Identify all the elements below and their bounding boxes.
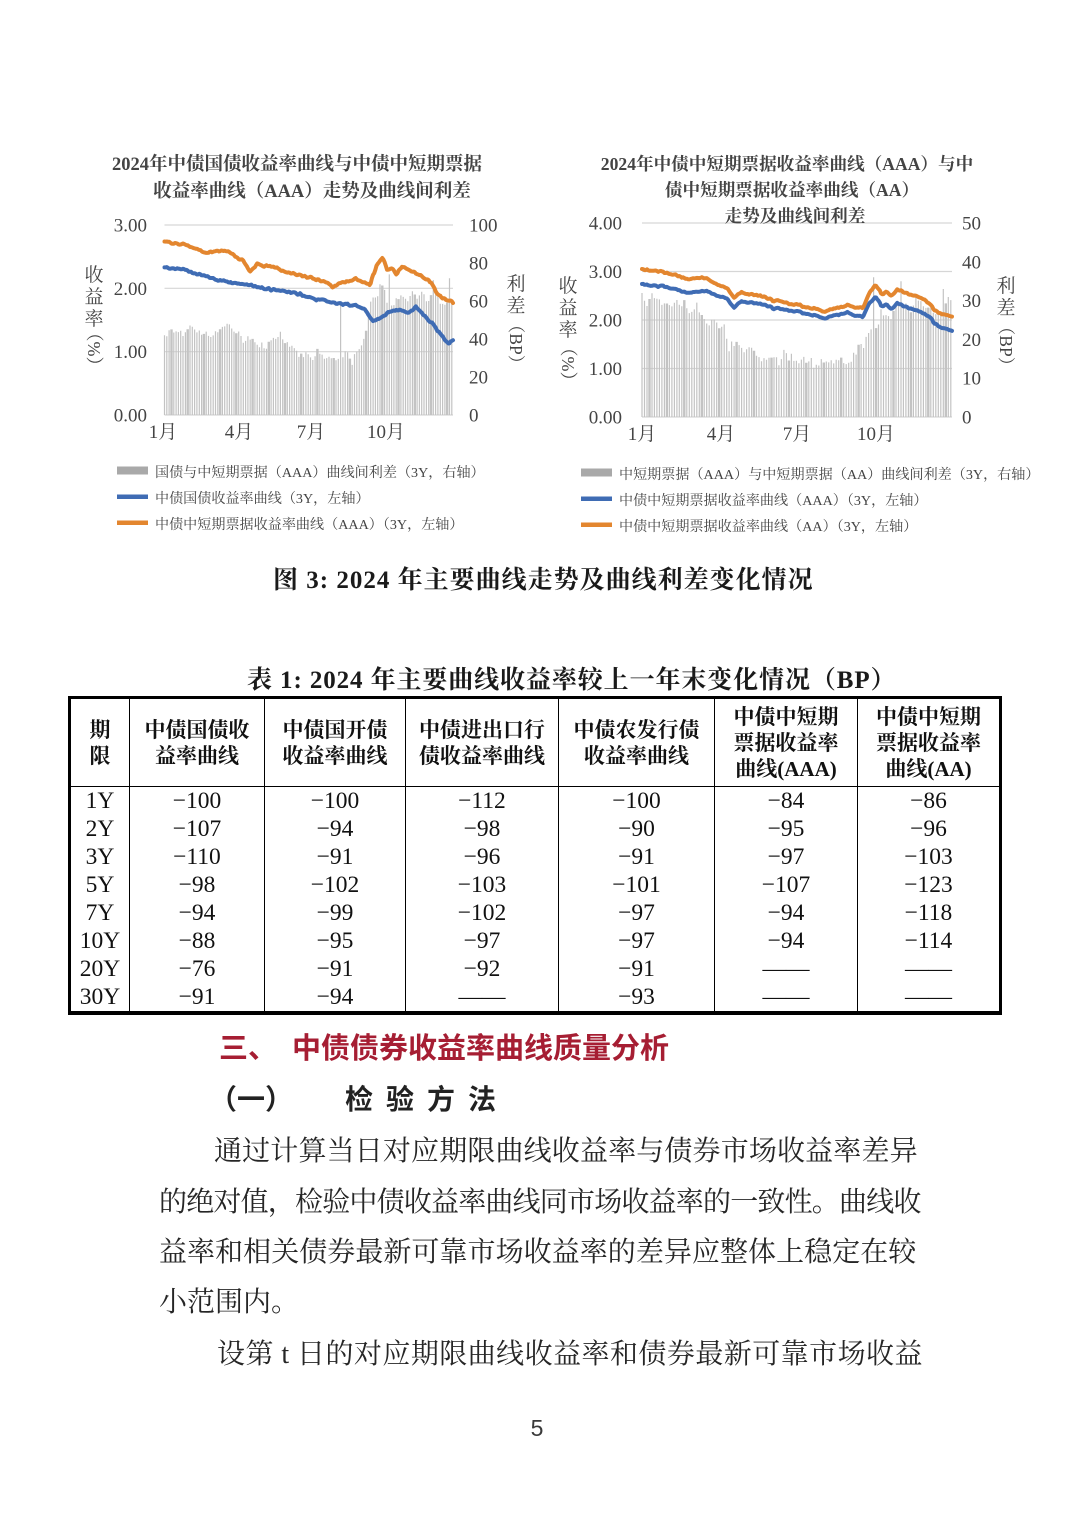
- svg-text:0.00: 0.00: [589, 408, 622, 429]
- svg-text:2024年中债中短期票据收益率曲线（AAA）与中: 2024年中债中短期票据收益率曲线（AAA）与中: [601, 154, 973, 174]
- svg-text:中债国债收益率曲线（3Y，左轴）: 中债国债收益率曲线（3Y，左轴）: [155, 490, 370, 507]
- svg-text:收: 收: [558, 275, 577, 297]
- svg-text:2.00: 2.00: [114, 279, 147, 300]
- svg-text:1.00: 1.00: [114, 342, 147, 363]
- svg-text:80: 80: [469, 254, 488, 275]
- svg-text:走势及曲线间利差: 走势及曲线间利差: [725, 206, 866, 226]
- svg-text:国债与中短期票据（AAA）曲线间利差（3Y，右轴）: 国债与中短期票据（AAA）曲线间利差（3Y，右轴）: [155, 464, 485, 481]
- svg-text:40: 40: [962, 252, 981, 273]
- svg-text:4月: 4月: [225, 422, 254, 443]
- svg-text:中债中短期票据收益率曲线（AAA）（3Y，左轴）: 中债中短期票据收益率曲线（AAA）（3Y，左轴）: [619, 492, 928, 509]
- svg-text:40: 40: [469, 330, 488, 351]
- svg-text:收益率曲线（AAA）走势及曲线间利差: 收益率曲线（AAA）走势及曲线间利差: [153, 180, 471, 202]
- svg-text:10月: 10月: [367, 422, 405, 443]
- svg-text:10月: 10月: [857, 424, 895, 445]
- svg-text:差: 差: [996, 297, 1015, 319]
- svg-text:益: 益: [84, 286, 103, 308]
- svg-text:（BP）: （BP）: [996, 318, 1016, 374]
- svg-text:1月: 1月: [628, 424, 657, 445]
- svg-text:4月: 4月: [707, 424, 736, 445]
- svg-text:（BP）: （BP）: [506, 316, 526, 372]
- svg-text:中债中短期票据收益率曲线（AAA）（3Y，左轴）: 中债中短期票据收益率曲线（AAA）（3Y，左轴）: [155, 516, 464, 533]
- svg-text:0.00: 0.00: [114, 406, 147, 427]
- svg-text:2024年中债国债收益率曲线与中债中短期票据: 2024年中债国债收益率曲线与中债中短期票据: [112, 153, 482, 175]
- svg-text:0: 0: [469, 406, 479, 427]
- svg-text:1.00: 1.00: [589, 359, 622, 380]
- svg-text:（%）: （%）: [84, 324, 104, 375]
- svg-text:差: 差: [506, 295, 525, 317]
- svg-text:50: 50: [962, 214, 981, 235]
- svg-text:利: 利: [996, 275, 1015, 297]
- svg-text:中债中短期票据收益率曲线（AA）（3Y，左轴）: 中债中短期票据收益率曲线（AA）（3Y，左轴）: [619, 518, 917, 535]
- svg-text:利: 利: [506, 273, 525, 295]
- svg-text:中短期票据（AAA）与中短期票据（AA）曲线间利差（3Y，右: 中短期票据（AAA）与中短期票据（AA）曲线间利差（3Y，右轴）: [619, 466, 1039, 483]
- svg-text:债中短期票据收益率曲线（AA）: 债中短期票据收益率曲线（AA）: [665, 180, 919, 200]
- svg-text:率: 率: [84, 308, 103, 330]
- svg-text:4.00: 4.00: [589, 214, 622, 235]
- svg-text:7月: 7月: [783, 424, 812, 445]
- svg-text:20: 20: [469, 368, 488, 389]
- svg-text:3.00: 3.00: [589, 262, 622, 283]
- svg-text:30: 30: [962, 291, 981, 312]
- svg-text:7月: 7月: [297, 422, 326, 443]
- svg-text:（%）: （%）: [558, 339, 578, 390]
- svg-text:10: 10: [962, 369, 981, 390]
- svg-text:收: 收: [84, 264, 103, 286]
- svg-text:20: 20: [962, 330, 981, 351]
- svg-text:0: 0: [962, 408, 972, 429]
- svg-text:益: 益: [558, 297, 577, 319]
- svg-text:1月: 1月: [149, 422, 178, 443]
- svg-text:100: 100: [469, 216, 498, 237]
- svg-text:60: 60: [469, 292, 488, 313]
- svg-text:率: 率: [558, 319, 577, 341]
- svg-text:2.00: 2.00: [589, 311, 622, 332]
- svg-text:3.00: 3.00: [114, 216, 147, 237]
